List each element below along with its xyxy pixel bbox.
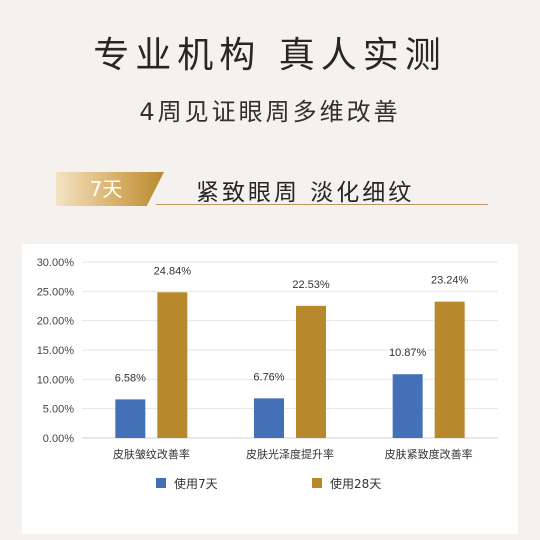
y-tick-label: 30.00% bbox=[37, 257, 75, 269]
data-label: 23.24% bbox=[431, 275, 469, 287]
bar-28d bbox=[296, 305, 326, 438]
x-category-label: 皮肤紧致度改善率 bbox=[385, 447, 473, 461]
data-label: 22.53% bbox=[292, 279, 330, 291]
data-label: 24.84% bbox=[154, 265, 192, 277]
bar-28d bbox=[434, 301, 465, 438]
legend-swatch bbox=[156, 478, 166, 488]
data-label: 6.58% bbox=[115, 372, 146, 384]
legend-swatch bbox=[312, 478, 322, 488]
day-badge bbox=[56, 172, 164, 206]
y-tick-label: 0.00% bbox=[43, 433, 74, 445]
y-tick-label: 10.00% bbox=[37, 374, 75, 386]
legend-label: 使用7天 bbox=[174, 476, 218, 491]
page-title: 专业机构 真人实测 bbox=[93, 35, 447, 76]
tagline-divider bbox=[156, 204, 488, 205]
y-tick-label: 25.00% bbox=[37, 286, 75, 298]
bar-7d bbox=[254, 398, 284, 438]
data-label: 10.87% bbox=[389, 347, 427, 359]
bar-7d bbox=[115, 399, 146, 438]
x-category-label: 皮肤光泽度提升率 bbox=[246, 447, 334, 461]
tagline-row: 7天 紧致眼周 淡化细纹 bbox=[56, 172, 488, 206]
y-tick-label: 15.00% bbox=[37, 345, 75, 357]
y-tick-label: 5.00% bbox=[43, 404, 74, 416]
bar-7d bbox=[392, 374, 423, 438]
x-category-label: 皮肤皱纹改善率 bbox=[113, 447, 190, 461]
legend-label: 使用28天 bbox=[330, 476, 381, 491]
bar-28d bbox=[157, 292, 188, 438]
page-subtitle: 4周见证眼周多维改善 bbox=[139, 98, 401, 126]
chart-card: 0.00% 5.00% 10.00% 15.00% 20.00% 25.00% 30.00%… bbox=[22, 244, 518, 534]
day-badge-label: 7天 bbox=[89, 177, 123, 201]
data-label: 6.76% bbox=[253, 371, 284, 383]
y-tick-label: 20.00% bbox=[37, 316, 75, 328]
tagline-slogan: 紧致眼周 淡化细纹 bbox=[196, 180, 415, 206]
bar-chart: 0.00% 5.00% 10.00% 15.00% 20.00% 25.00% 30.00%… bbox=[37, 257, 498, 491]
